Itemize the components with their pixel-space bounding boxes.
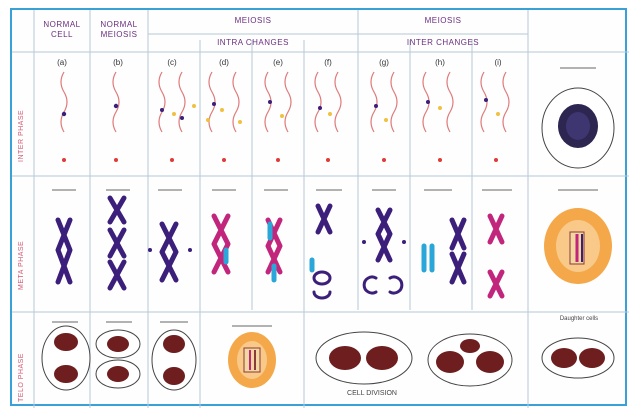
column-label: (i) (494, 58, 502, 67)
caption-dashes (52, 67, 598, 327)
column-label: (f) (324, 58, 332, 67)
column-label: (b) (113, 58, 123, 67)
header-normal-meiosis: NORMAL MEIOSIS (100, 20, 138, 39)
grid-lines (12, 10, 629, 408)
row-label-telophase: TELO PHASE (18, 353, 25, 402)
metaphase-chromosomes (55, 195, 505, 300)
column-label: (g) (379, 58, 389, 67)
note-label: Daughter cells (559, 316, 599, 322)
column-label: (a) (57, 58, 67, 67)
column-label: (e) (273, 58, 283, 67)
header-group1-line1: MEIOSIS (234, 16, 272, 25)
diagram-frame: NORMAL CELL NORMAL MEIOSIS MEIOSIS INTRA… (10, 8, 629, 408)
footer-label: CELL DIVISION (347, 390, 397, 397)
telophase-cells (41, 325, 615, 391)
column-label: (d) (219, 58, 229, 67)
interphase-nucleus (541, 87, 615, 169)
column-label: (c) (167, 58, 177, 67)
header-group1-line2: INTRA CHANGES (217, 38, 289, 47)
metaphase-orange-cell (544, 208, 612, 284)
row-label-interphase: INTER PHASE (18, 109, 25, 162)
header-group2-line2: INTER CHANGES (406, 38, 480, 47)
chromosome-diagram (12, 10, 629, 408)
row-label-metaphase: META PHASE (18, 240, 25, 290)
interphase-markers (61, 98, 500, 162)
header-group2-line1: MEIOSIS (424, 16, 462, 25)
header-normal-cell: NORMAL CELL (43, 20, 81, 39)
column-label: (h) (435, 58, 445, 67)
interphase-threads (60, 71, 510, 133)
